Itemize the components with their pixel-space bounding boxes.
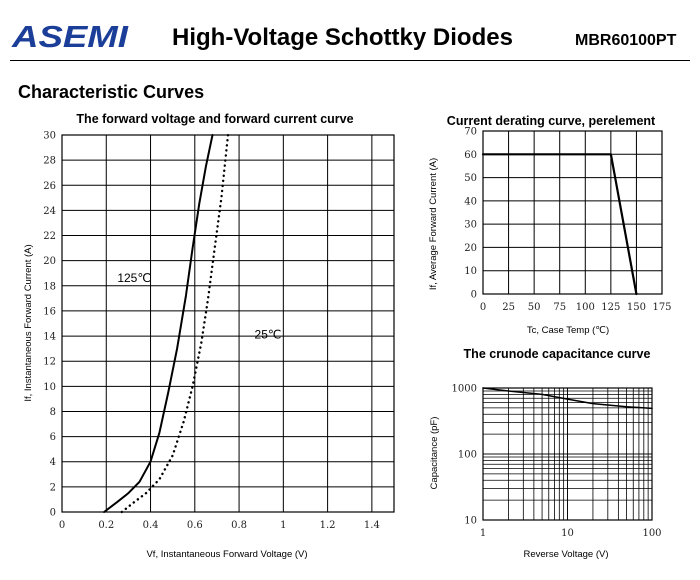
- series-line: [482, 387, 653, 410]
- x-tick-label: 0.8: [231, 520, 247, 531]
- asemi-logo: ASEMI: [11, 19, 130, 54]
- y-axis-label: If, Instantaneous Forward Current (A): [23, 244, 34, 401]
- y-tick-label: 100: [458, 450, 477, 461]
- y-tick-label: 30: [464, 220, 477, 231]
- y-tick-label: 18: [43, 281, 56, 292]
- series-line: [481, 153, 638, 296]
- y-tick-label: 28: [43, 156, 56, 167]
- y-axis-label: If, Average Forward Current (A): [428, 158, 439, 290]
- x-tick-label: 1: [280, 520, 286, 531]
- y-tick-label: 22: [43, 231, 56, 242]
- y-tick-label: 60: [464, 150, 477, 161]
- x-tick-label: 0: [480, 302, 486, 313]
- x-tick-label: 0.4: [143, 520, 159, 531]
- y-tick-label: 24: [43, 206, 56, 217]
- x-tick-label: 100: [576, 302, 595, 313]
- y-tick-label: 0: [471, 290, 477, 301]
- y-tick-label: 2: [50, 482, 56, 493]
- chart-title: Current derating curve, perelement: [447, 114, 656, 128]
- x-tick-label: 100: [642, 528, 661, 539]
- x-tick-label: 75: [553, 302, 566, 313]
- x-tick-label: 150: [627, 302, 646, 313]
- chart-title: The forward voltage and forward current …: [76, 112, 353, 126]
- y-tick-label: 50: [464, 173, 477, 184]
- x-tick-label: 25: [502, 302, 515, 313]
- x-tick-label: 50: [528, 302, 541, 313]
- y-tick-label: 14: [43, 332, 56, 343]
- x-tick-label: 0: [59, 520, 65, 531]
- logo-wordmark: ASEMI: [11, 19, 130, 54]
- x-axis-label: Reverse Voltage (V): [523, 549, 608, 560]
- y-tick-label: 26: [43, 181, 56, 192]
- x-tick-label: 1: [480, 528, 486, 539]
- x-tick-label: 0.6: [187, 520, 203, 531]
- y-tick-label: 20: [43, 256, 56, 267]
- series-line: [103, 134, 214, 513]
- x-tick-label: 0.2: [98, 520, 114, 531]
- x-tick-label: 175: [652, 302, 671, 313]
- y-tick-label: 0: [50, 508, 56, 519]
- y-tick-label: 12: [43, 357, 56, 368]
- curve-temperature-label: 125℃: [117, 271, 151, 285]
- x-tick-label: 125: [601, 302, 620, 313]
- plot-frame: [482, 387, 653, 521]
- document-title: High-Voltage Schottky Diodes: [172, 24, 513, 51]
- x-axis-label: Tc, Case Temp (℃): [527, 325, 609, 336]
- y-tick-label: 1000: [452, 384, 477, 395]
- y-tick-label: 40: [464, 196, 477, 207]
- y-tick-label: 30: [43, 131, 56, 142]
- y-tick-label: 4: [50, 457, 56, 468]
- y-tick-label: 6: [50, 432, 56, 443]
- x-tick-label: 1.4: [364, 520, 380, 531]
- y-tick-label: 10: [464, 516, 477, 527]
- x-tick-label: 1.2: [320, 520, 336, 531]
- y-tick-label: 20: [464, 243, 477, 254]
- y-tick-label: 10: [464, 266, 477, 277]
- y-axis-label: Capacitance (pF): [429, 417, 440, 490]
- chart-title: The crunode capacitance curve: [464, 347, 651, 361]
- header-divider: [10, 60, 690, 61]
- x-axis-label: Vf, Instantaneous Forward Voltage (V): [146, 549, 307, 560]
- x-tick-label: 10: [561, 528, 574, 539]
- plot-frame: [482, 130, 663, 295]
- y-tick-label: 70: [464, 127, 477, 138]
- section-title: Characteristic Curves: [18, 82, 205, 102]
- part-number: MBR60100PT: [575, 32, 677, 49]
- y-tick-label: 10: [43, 382, 56, 393]
- curve-temperature-label: 25℃: [255, 328, 282, 342]
- y-tick-label: 8: [50, 407, 56, 418]
- y-tick-label: 16: [43, 306, 56, 317]
